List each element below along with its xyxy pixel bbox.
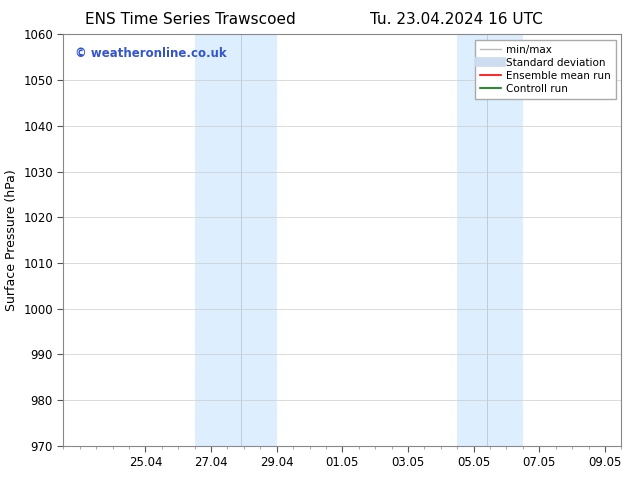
Text: Tu. 23.04.2024 16 UTC: Tu. 23.04.2024 16 UTC <box>370 12 543 27</box>
Text: © weatheronline.co.uk: © weatheronline.co.uk <box>75 47 226 60</box>
Y-axis label: Surface Pressure (hPa): Surface Pressure (hPa) <box>4 169 18 311</box>
Bar <box>195 34 276 446</box>
Text: ENS Time Series Trawscoed: ENS Time Series Trawscoed <box>85 12 295 27</box>
Bar <box>457 34 523 446</box>
Legend: min/max, Standard deviation, Ensemble mean run, Controll run: min/max, Standard deviation, Ensemble me… <box>475 40 616 99</box>
